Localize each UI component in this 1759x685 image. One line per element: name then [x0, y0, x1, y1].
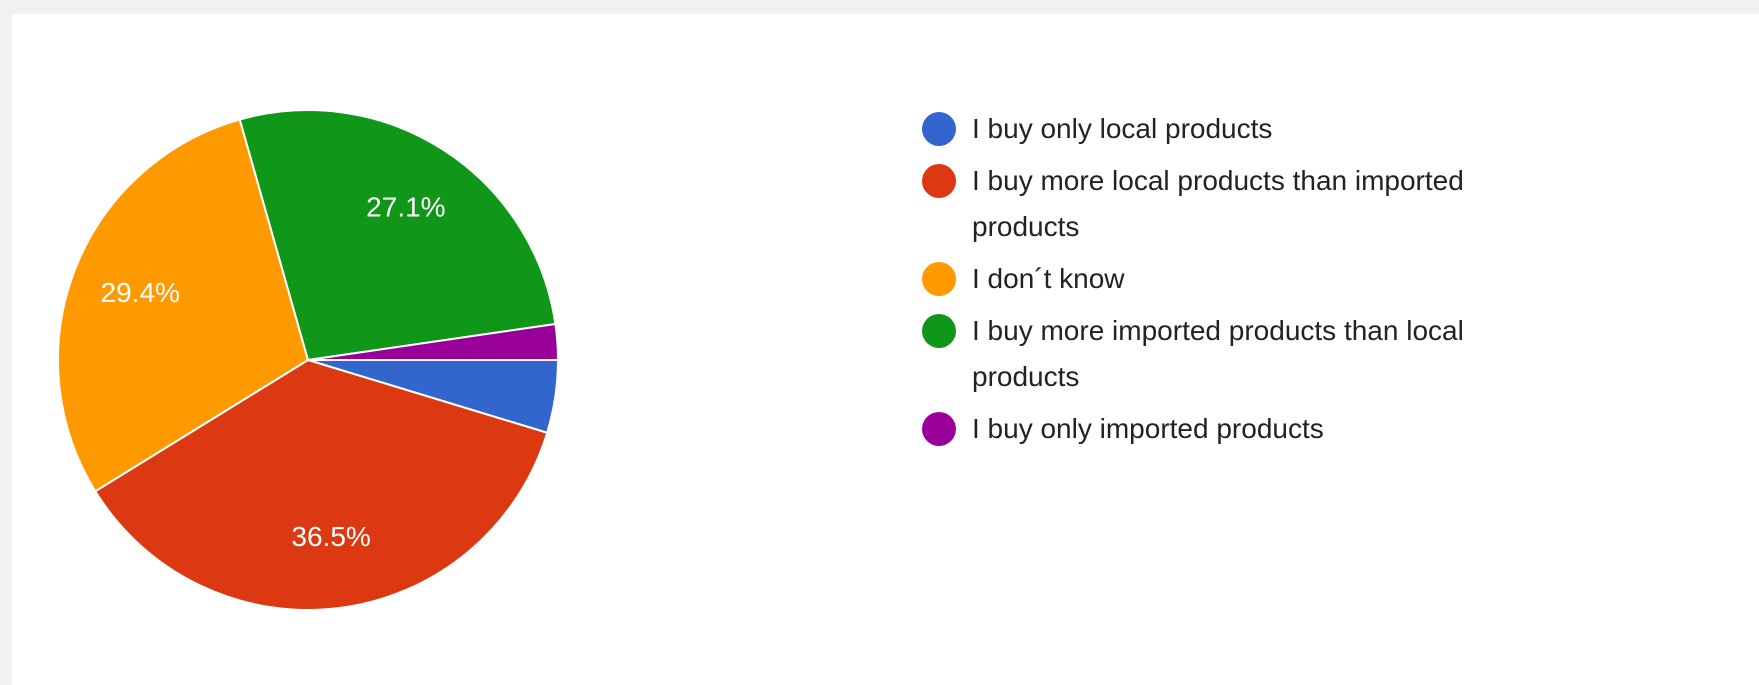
legend-swatch — [922, 314, 956, 348]
legend-swatch — [922, 164, 956, 198]
legend-item: I buy more local products than imported … — [922, 158, 1572, 250]
legend-label: I buy only local products — [972, 113, 1273, 144]
data-label: 36.5% — [291, 521, 370, 552]
legend-label: I buy only imported products — [972, 413, 1324, 444]
legend-swatch — [922, 262, 956, 296]
pie-slice — [57, 118, 310, 493]
legend-item: I buy only imported products — [922, 406, 1572, 452]
legend: I buy only local products I buy more loca… — [922, 106, 1572, 458]
pie-slice — [307, 322, 560, 361]
data-label: 29.4% — [101, 277, 180, 308]
legend-swatch — [922, 112, 956, 146]
data-label: 27.1% — [366, 191, 445, 222]
legend-label: I buy more local products than imported … — [972, 165, 1464, 242]
legend-label: I don´t know — [972, 263, 1125, 294]
pie-slice — [238, 109, 557, 362]
legend-swatch — [922, 412, 956, 446]
legend-item: I buy only local products — [922, 106, 1572, 152]
legend-item: I don´t know — [922, 256, 1572, 302]
legend-item: I buy more imported products than local … — [922, 308, 1572, 400]
legend-label: I buy more imported products than local … — [972, 315, 1464, 392]
